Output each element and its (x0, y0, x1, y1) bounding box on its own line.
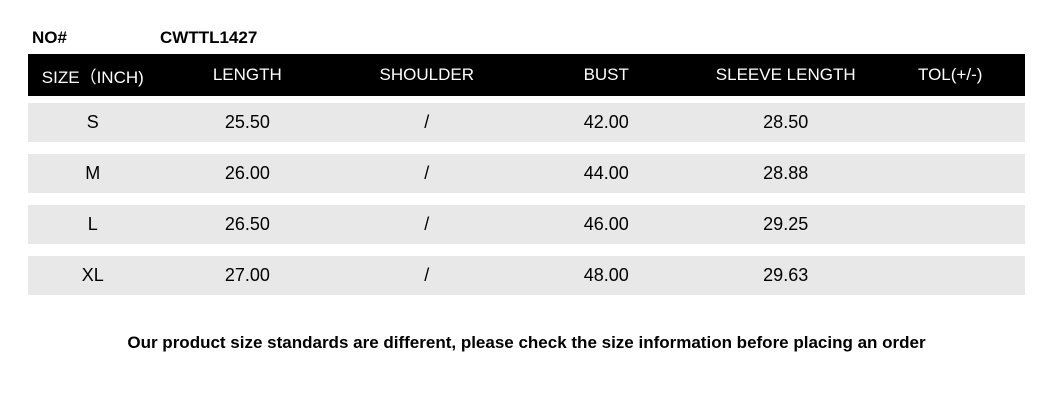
length-cell: 26.50 (224, 214, 270, 234)
bust-cell: 42.00 (583, 112, 629, 132)
bust-cell: 48.00 (583, 265, 629, 285)
table-header-row: SIZE（INCH) LENGTH SHOULDER BUST SLEEVE L… (28, 54, 1025, 96)
length-cell: 26.00 (224, 163, 270, 183)
table-row-xl: XL 27.00 / 48.00 29.63 (28, 256, 1025, 295)
product-code: CWTTL1427 (160, 28, 258, 47)
column-header-tol: TOL(+/-) (918, 65, 983, 84)
sleeve-length-cell: 29.63 (763, 265, 809, 285)
table-row-l: L 26.50 / 46.00 29.25 (28, 205, 1025, 244)
column-header-shoulder: SHOULDER (379, 65, 475, 84)
size-table: SIZE（INCH) LENGTH SHOULDER BUST SLEEVE L… (28, 54, 1025, 295)
column-header-size: SIZE（INCH) (41, 67, 144, 87)
sleeve-length-cell: 29.25 (763, 214, 809, 234)
column-header-bust: BUST (583, 65, 629, 84)
shoulder-cell: / (424, 265, 430, 285)
shoulder-cell: / (424, 163, 430, 183)
size-cell: XL (81, 265, 104, 285)
sleeve-length-cell: 28.50 (763, 112, 809, 132)
size-cell: L (87, 214, 98, 234)
length-cell: 27.00 (224, 265, 270, 285)
size-note: Our product size standards are different… (127, 333, 926, 352)
size-cell: M (85, 163, 101, 183)
shoulder-cell: / (424, 214, 430, 234)
bust-cell: 46.00 (583, 214, 629, 234)
product-no-label: NO# (32, 28, 67, 47)
product-number-row: NO# CWTTL1427 (32, 28, 1063, 48)
table-row-m: M 26.00 / 44.00 28.88 (28, 154, 1025, 193)
column-header-sleeve-length: SLEEVE LENGTH (715, 65, 856, 84)
bust-cell: 44.00 (583, 163, 629, 183)
size-cell: S (86, 112, 99, 132)
shoulder-cell: / (424, 112, 430, 132)
length-cell: 25.50 (224, 112, 270, 132)
sleeve-length-cell: 28.88 (763, 163, 809, 183)
column-header-length: LENGTH (212, 65, 282, 84)
table-row-s: S 25.50 / 42.00 28.50 (28, 103, 1025, 142)
